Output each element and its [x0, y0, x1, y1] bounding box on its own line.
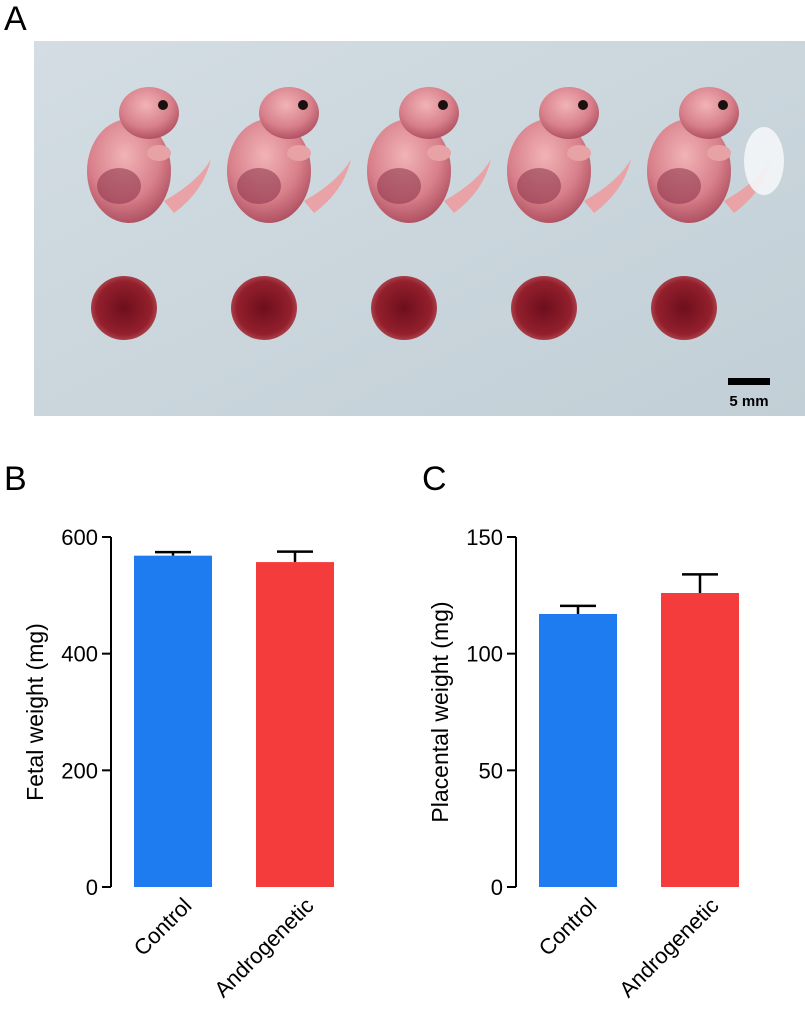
y-tick-label: 0 [86, 875, 98, 900]
placental-weight-chart: 0 50 100 150 Placental weight (mg) Control And… [405, 500, 805, 1024]
bar-chart-svg: 0 200 400 600 Fetal weight (mg) Control Androg… [22, 525, 334, 1002]
x-tick-label: Control [534, 893, 602, 961]
bar-androgenetic [661, 593, 739, 887]
y-axis-label: Fetal weight (mg) [22, 623, 48, 801]
x-tick-label: Control [129, 893, 197, 961]
x-tick-label: Androgenetic [209, 893, 318, 1002]
embryo [367, 87, 491, 223]
placenta [231, 276, 297, 340]
panel-label-b: B [4, 460, 27, 498]
y-tick-label: 50 [479, 758, 503, 783]
embryo [507, 87, 631, 223]
y-tick-label: 0 [491, 875, 503, 900]
bar-chart-svg: 0 50 100 150 Placental weight (mg) Control And… [427, 525, 739, 1002]
placenta [91, 276, 157, 340]
scale-bar-label: 5 mm [729, 393, 768, 410]
embryo-placenta-photo: 5 mm [34, 41, 805, 416]
embryo [647, 87, 784, 223]
bar-control [539, 614, 617, 887]
y-tick-label: 600 [61, 525, 98, 550]
scale-bar: 5 mm [728, 378, 770, 410]
bar-control [134, 555, 212, 887]
y-tick-label: 200 [61, 758, 98, 783]
panel-label-c: C [422, 460, 447, 498]
placenta [511, 276, 577, 340]
bar-androgenetic [256, 562, 334, 887]
y-tick-label: 150 [466, 525, 503, 550]
embryo [87, 87, 211, 223]
placenta [651, 276, 717, 340]
fetal-weight-chart: 0 200 400 600 Fetal weight (mg) Control Androg… [0, 500, 400, 1024]
panel-label-a: A [4, 0, 27, 38]
y-axis-label: Placental weight (mg) [427, 601, 453, 822]
y-tick-label: 400 [61, 642, 98, 667]
x-tick-label: Androgenetic [614, 893, 723, 1002]
y-tick-label: 100 [466, 642, 503, 667]
placenta [371, 276, 437, 340]
embryo [227, 87, 351, 223]
